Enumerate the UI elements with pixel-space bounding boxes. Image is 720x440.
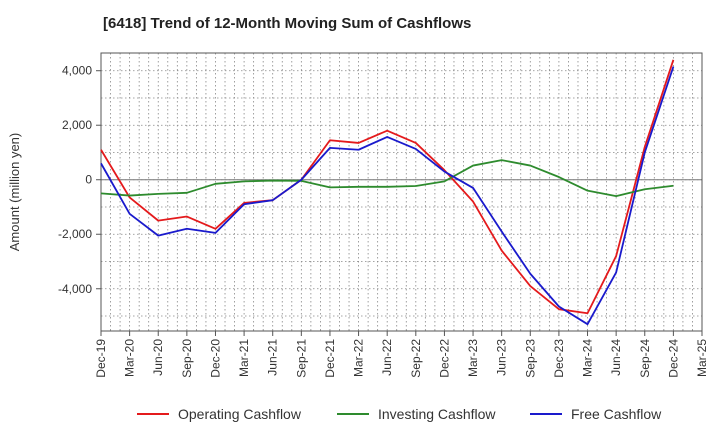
legend: Operating Cashflow Investing Cashflow Free… xyxy=(137,406,662,422)
x-tick-label: Sep-24 xyxy=(638,339,652,378)
x-tick-label: Mar-21 xyxy=(237,339,251,377)
legend-label: Operating Cashflow xyxy=(178,406,302,422)
x-tick-label: Jun-24 xyxy=(609,339,623,376)
x-tick-label: Jun-23 xyxy=(495,339,509,376)
y-tick-label: -4,000 xyxy=(58,282,92,296)
y-tick-label: 2,000 xyxy=(62,118,92,132)
x-tick-label: Dec-20 xyxy=(208,339,222,378)
x-tick-label: Jun-22 xyxy=(380,339,394,376)
x-tick-label: Mar-20 xyxy=(123,339,137,377)
x-tick-label: Mar-22 xyxy=(352,339,366,377)
x-tick-label: Mar-23 xyxy=(466,339,480,377)
x-tick-label: Dec-21 xyxy=(323,339,337,378)
y-axis-label: Amount (million yen) xyxy=(7,133,22,252)
chart-title: [6418] Trend of 12-Month Moving Sum of C… xyxy=(103,15,472,32)
x-tick-label: Jun-20 xyxy=(151,339,165,376)
x-tick-label: Dec-24 xyxy=(666,339,680,378)
legend-label: Free Cashflow xyxy=(571,406,662,422)
plot-frame xyxy=(100,52,703,332)
legend-label: Investing Cashflow xyxy=(378,406,496,422)
series-lines xyxy=(100,59,675,326)
series-line-free-cashflow xyxy=(100,66,675,326)
x-tick-label: Dec-19 xyxy=(94,339,108,378)
x-tick-label: Sep-20 xyxy=(180,339,194,378)
series-line-investing-cashflow xyxy=(100,159,674,197)
x-tick-label: Sep-21 xyxy=(294,339,308,378)
y-tick-label: 4,000 xyxy=(62,64,92,78)
x-tick-label: Sep-23 xyxy=(523,339,537,378)
x-tick-label: Sep-22 xyxy=(409,339,423,378)
x-tick-label: Dec-23 xyxy=(552,339,566,378)
x-tick-label: Mar-24 xyxy=(581,339,595,377)
x-tick-label: Dec-22 xyxy=(437,339,451,378)
x-tick-label: Mar-25 xyxy=(695,339,709,377)
axes: 4,000 2,000 0 -2,000 -4,000 Dec-19 Mar-20 Jun-2… xyxy=(7,52,709,378)
y-tick-label: 0 xyxy=(85,173,92,187)
series-line-operating-cashflow xyxy=(100,59,675,315)
x-tick-label: Jun-21 xyxy=(266,339,280,376)
y-tick-label: -2,000 xyxy=(58,227,92,241)
